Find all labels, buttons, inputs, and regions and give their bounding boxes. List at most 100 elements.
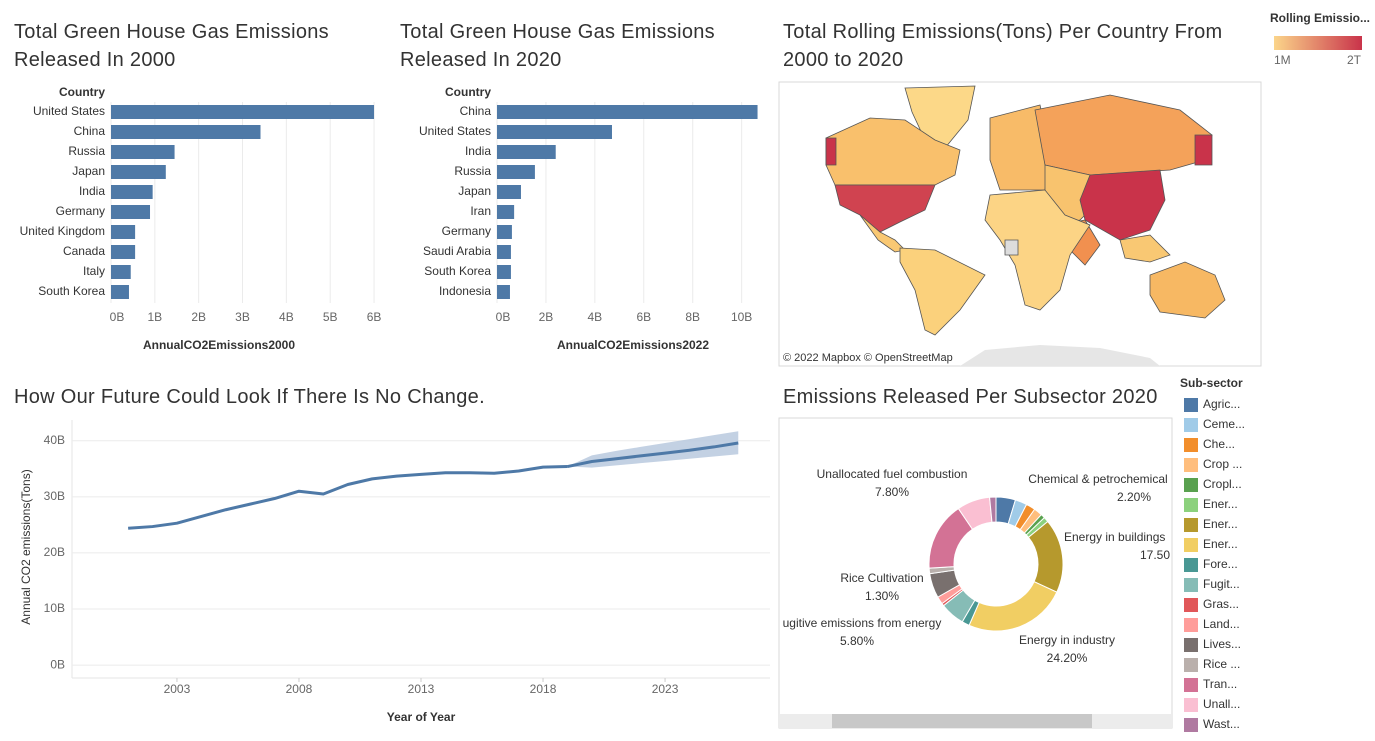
y-axis-label: Annual CO2 emissions(Tons) [19, 469, 33, 624]
x-tick-label: 0B [496, 310, 511, 324]
bar [111, 265, 131, 279]
category-label: United States [419, 124, 491, 138]
country-shape [1149, 261, 1226, 319]
x-tick-label: 5B [323, 310, 338, 324]
y-tick-label: 0B [50, 657, 65, 671]
y-tick-label: 40B [44, 433, 65, 447]
bar [497, 165, 535, 179]
slice-label: Energy in buildings [1064, 530, 1165, 544]
slice-value-label: 24.20% [1047, 651, 1088, 665]
category-label: China [74, 124, 106, 138]
x-tick-label: 4B [279, 310, 294, 324]
category-label: South Korea [424, 264, 491, 278]
legend-label: Ceme... [1203, 417, 1245, 431]
category-label: Canada [63, 244, 105, 258]
pie-group: Chemical & petrochemical 2.20% Energy in b… [783, 467, 1171, 665]
category-label: Italy [83, 264, 105, 278]
bar [111, 285, 129, 299]
legend-label: Agric... [1203, 397, 1240, 411]
chart-title: Total Green House Gas Emissions Released… [400, 21, 715, 71]
bar [497, 105, 758, 119]
x-tick-label: 10B [731, 310, 752, 324]
scale-label: 2T [1347, 53, 1362, 67]
donut-slice [989, 496, 997, 523]
slice-label: ugitive emissions from energy [783, 616, 942, 630]
category-label: Japan [72, 164, 105, 178]
category-label: India [79, 184, 105, 198]
legend-label: Land... [1203, 617, 1240, 631]
legend-label: Crop ... [1203, 457, 1242, 471]
bar [111, 245, 136, 259]
chart-title: Total Rolling Emissions(Tons) Per Countr… [783, 21, 1223, 71]
legend-label: Ener... [1203, 537, 1238, 551]
x-tick-label: 2003 [164, 682, 191, 696]
bar [497, 285, 510, 299]
legend-swatch [1184, 578, 1198, 592]
line-series [567, 441, 739, 469]
country-shape [899, 247, 986, 336]
category-header: Country [445, 85, 491, 99]
y-tick-label: 30B [44, 489, 65, 503]
scrollbar-thumb[interactable] [832, 714, 1092, 728]
slice-value-label: 5.80% [840, 634, 874, 648]
legend-swatch [1184, 598, 1198, 612]
slice-label: Unallocated fuel combustion [817, 467, 968, 481]
bar [111, 105, 375, 119]
category-label: Russia [454, 164, 491, 178]
x-tick-label: 6B [367, 310, 382, 324]
x-tick-label: 2013 [408, 682, 435, 696]
land-shape [960, 345, 1160, 366]
legend-swatch [1184, 538, 1198, 552]
country-shape [1079, 169, 1166, 241]
legend-swatch [1184, 398, 1198, 412]
legend-label: Unall... [1203, 697, 1240, 711]
chart-title: Total Green House Gas Emissions Released… [14, 21, 329, 71]
x-tick-label: 6B [636, 310, 651, 324]
x-tick-label: 1B [147, 310, 162, 324]
country-shape [1119, 234, 1171, 263]
category-label: Russia [68, 144, 105, 158]
legend-swatch [1184, 678, 1198, 692]
category-label: Saudi Arabia [423, 244, 491, 258]
legend-label: Che... [1203, 437, 1235, 451]
chart-title: Emissions Released Per Subsector 2020 [783, 386, 1158, 408]
map [825, 85, 1226, 366]
legend-swatch [1184, 518, 1198, 532]
country-shape [1004, 239, 1019, 256]
x-axis-label: AnnualCO2Emissions2022 [557, 338, 709, 352]
legend-label: Wast... [1203, 717, 1240, 731]
bar [111, 205, 151, 219]
x-axis-label: Year of Year [387, 710, 456, 724]
country-shape [984, 189, 1091, 311]
x-axis-label: AnnualCO2Emissions2000 [143, 338, 295, 352]
legend-swatch [1184, 698, 1198, 712]
legend-label: Fore... [1203, 557, 1238, 571]
y-tick-label: 20B [44, 545, 65, 559]
legend-title: Rolling Emissio... [1270, 11, 1370, 25]
category-label: India [465, 144, 491, 158]
category-label: Iran [470, 204, 491, 218]
country-shape [825, 137, 837, 166]
legend-swatch [1184, 458, 1198, 472]
slice-value-label: 1.30% [865, 589, 899, 603]
category-header: Country [59, 85, 105, 99]
x-tick-label: 0B [110, 310, 125, 324]
bar [111, 145, 175, 159]
country-shape [1194, 134, 1213, 166]
bar [111, 165, 166, 179]
category-label: Indonesia [439, 284, 491, 298]
x-tick-label: 2B [539, 310, 554, 324]
category-label: United Kingdom [20, 224, 105, 238]
legend-swatch [1184, 498, 1198, 512]
bar [497, 265, 511, 279]
category-label: United States [33, 104, 105, 118]
x-tick-label: 2008 [286, 682, 313, 696]
x-tick-label: 2018 [530, 682, 557, 696]
category-label: South Korea [38, 284, 105, 298]
bar [497, 145, 556, 159]
legend-swatch [1184, 718, 1198, 732]
category-label: Germany [56, 204, 105, 218]
legend-swatch [1184, 418, 1198, 432]
country-shape [834, 184, 936, 233]
